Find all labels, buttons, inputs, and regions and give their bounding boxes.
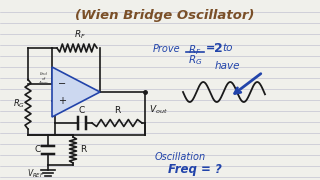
Text: $V_{out}$: $V_{out}$ [149,104,168,116]
Text: $R_G$: $R_G$ [13,98,25,111]
Text: +: + [58,96,66,105]
Text: Freq = ?: Freq = ? [168,163,222,176]
Text: 2: 2 [214,42,223,55]
Text: $R_G$: $R_G$ [188,53,202,67]
Text: $R_F$: $R_F$ [188,43,202,57]
Text: R: R [114,106,120,115]
Text: Oscillation: Oscillation [155,152,206,162]
Text: C: C [79,106,85,115]
Text: =: = [206,43,219,53]
Text: (Wien Bridge Oscillator): (Wien Bridge Oscillator) [75,9,255,22]
Text: Prove: Prove [153,44,180,54]
Text: $R_F$: $R_F$ [74,28,86,41]
Text: End
of
Amp.: End of Amp. [39,72,49,85]
Text: $V_{REF}$: $V_{REF}$ [27,167,45,179]
Text: R: R [80,145,86,154]
Text: C: C [35,145,41,154]
Polygon shape [52,67,100,117]
Text: have: have [215,61,241,71]
Text: −: − [58,78,66,89]
Text: to: to [222,43,233,53]
